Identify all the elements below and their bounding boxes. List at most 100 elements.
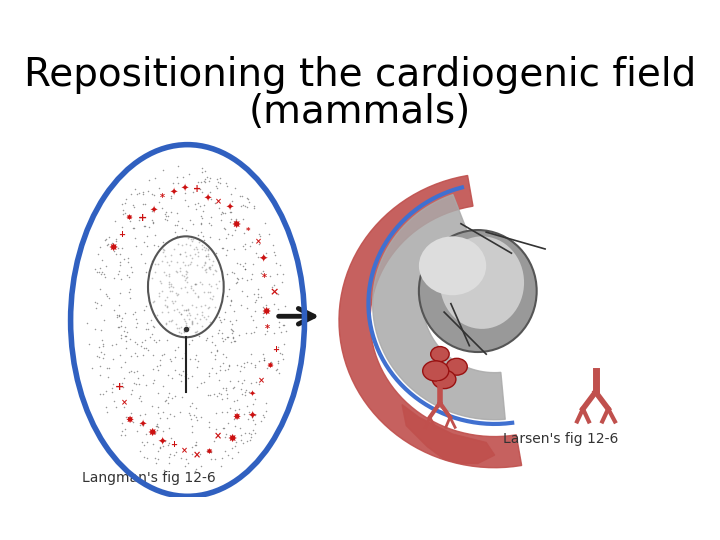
- Point: [241, 436, 253, 445]
- Point: [181, 310, 193, 319]
- Point: [117, 383, 128, 391]
- Point: [247, 426, 258, 434]
- Point: [180, 189, 192, 198]
- Point: [189, 200, 200, 208]
- Point: [184, 216, 195, 225]
- Point: [159, 301, 171, 309]
- Point: [189, 328, 200, 336]
- Point: [251, 249, 262, 258]
- Point: [191, 383, 202, 391]
- Text: ✸: ✸: [232, 220, 241, 230]
- Point: [193, 357, 204, 366]
- Point: [223, 360, 235, 369]
- Point: [240, 386, 251, 394]
- Point: [155, 292, 166, 300]
- Point: [208, 437, 220, 445]
- Point: [181, 325, 192, 334]
- Point: [166, 316, 178, 325]
- Point: [133, 215, 145, 224]
- Point: [190, 272, 202, 280]
- Point: [96, 300, 107, 309]
- Point: [182, 234, 194, 243]
- Point: [135, 447, 146, 455]
- Point: [229, 184, 240, 192]
- Point: [141, 438, 153, 447]
- Point: [192, 235, 204, 244]
- Point: [230, 215, 241, 224]
- Point: [247, 400, 258, 408]
- Point: [181, 202, 193, 211]
- Point: [171, 304, 183, 313]
- Point: [235, 301, 247, 309]
- Point: [146, 275, 158, 284]
- Point: [157, 238, 168, 246]
- Point: [207, 332, 218, 340]
- Point: [232, 258, 243, 267]
- Point: [151, 420, 163, 429]
- Text: ✸: ✸: [266, 362, 274, 371]
- Point: [215, 174, 226, 183]
- Point: [108, 247, 120, 255]
- Point: [269, 299, 280, 308]
- Point: [222, 269, 233, 278]
- Point: [169, 220, 181, 229]
- Point: [185, 258, 197, 267]
- Point: [205, 448, 217, 457]
- Point: [130, 234, 141, 242]
- Point: [184, 278, 195, 286]
- Point: [279, 302, 291, 310]
- Point: [173, 323, 184, 332]
- Point: [181, 291, 192, 300]
- Point: [154, 443, 166, 451]
- Point: [163, 317, 174, 326]
- Point: [138, 453, 150, 461]
- Point: [251, 295, 262, 304]
- Ellipse shape: [419, 237, 486, 295]
- Point: [180, 312, 192, 321]
- Point: [120, 195, 131, 204]
- Text: +: +: [119, 231, 125, 239]
- Point: [212, 178, 223, 186]
- Point: [174, 250, 186, 259]
- Text: ✦: ✦: [249, 388, 256, 397]
- Point: [186, 235, 197, 244]
- Text: ×: ×: [193, 450, 201, 460]
- Point: [239, 240, 251, 249]
- Point: [191, 441, 202, 449]
- Point: [190, 350, 202, 359]
- Point: [172, 217, 184, 225]
- Point: [179, 195, 191, 204]
- Point: [206, 213, 217, 221]
- Point: [235, 362, 247, 370]
- Point: [118, 374, 130, 382]
- Point: [165, 410, 176, 418]
- Point: [216, 210, 228, 219]
- Point: [108, 274, 120, 282]
- Point: [204, 280, 215, 288]
- Point: [184, 251, 195, 259]
- Point: [217, 349, 228, 358]
- Point: [197, 280, 208, 289]
- Point: [207, 294, 218, 303]
- Point: [125, 390, 137, 399]
- Point: [174, 370, 185, 379]
- Text: ✦: ✦: [226, 203, 234, 213]
- Point: [156, 351, 168, 360]
- Point: [204, 295, 215, 303]
- Point: [171, 323, 183, 332]
- Point: [211, 346, 222, 354]
- Point: [126, 268, 138, 277]
- Point: [186, 326, 197, 334]
- Point: [165, 192, 176, 200]
- Point: [106, 238, 117, 247]
- Point: [210, 351, 221, 360]
- Point: [218, 224, 230, 233]
- Point: [186, 372, 198, 381]
- Point: [220, 234, 231, 243]
- Point: [110, 402, 122, 411]
- Point: [137, 350, 148, 359]
- Point: [127, 224, 139, 232]
- Point: [152, 242, 163, 251]
- Point: [161, 302, 173, 310]
- Point: [165, 194, 176, 202]
